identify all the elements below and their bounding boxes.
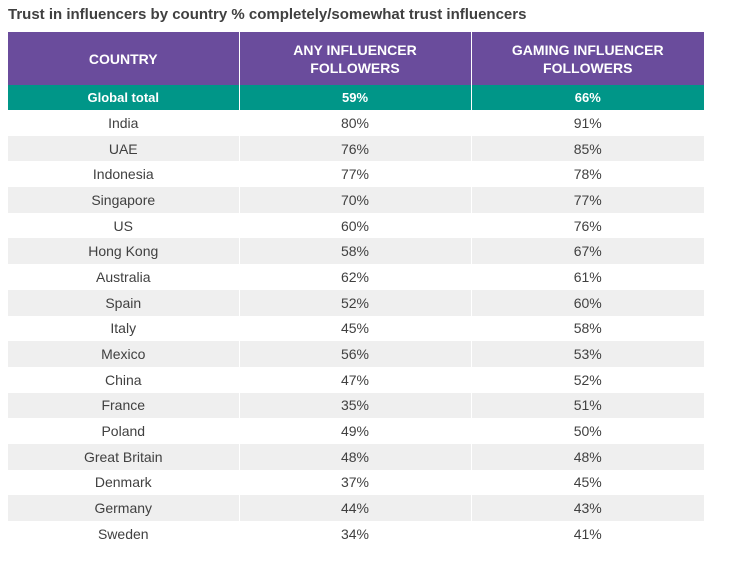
gaming-influencer-cell: 50% — [470, 418, 704, 444]
gaming-influencer-cell: 58% — [470, 315, 704, 342]
country-cell: Singapore — [8, 187, 239, 213]
gaming-influencer-cell: 78% — [470, 161, 704, 188]
any-influencer-cell: 49% — [238, 418, 471, 444]
table-row: Spain 52% 60% — [8, 289, 704, 316]
country-cell: Germany — [8, 495, 239, 521]
gaming-influencer-cell: 53% — [470, 341, 704, 367]
chart-title: Trust in influencers by country % comple… — [8, 6, 527, 23]
table-row: France 35% 51% — [8, 392, 704, 419]
table-row: UAE 76% 85% — [8, 135, 704, 162]
any-influencer-cell: 58% — [238, 238, 471, 265]
any-influencer-cell: 44% — [238, 495, 471, 521]
country-cell: UAE — [8, 135, 239, 162]
trust-table: COUNTRY ANY INFLUENCER FOLLOWERS GAMING … — [8, 32, 704, 547]
column-header-gaming-influencer: GAMING INFLUENCER FOLLOWERS — [470, 32, 704, 85]
country-cell: Italy — [8, 315, 239, 342]
country-cell: Spain — [8, 289, 239, 316]
table-row: Australia 62% 61% — [8, 264, 704, 290]
country-cell: Denmark — [8, 469, 239, 496]
any-influencer-cell: 47% — [238, 366, 471, 393]
country-cell: Mexico — [8, 341, 239, 367]
gaming-influencer-cell: 91% — [470, 110, 704, 136]
table-row: Italy 45% 58% — [8, 315, 704, 342]
any-influencer-cell: 48% — [238, 443, 471, 470]
gaming-influencer-cell: 85% — [470, 135, 704, 162]
country-cell: US — [8, 212, 239, 239]
table-row: Poland 49% 50% — [8, 418, 704, 444]
table-row: Sweden 34% 41% — [8, 521, 704, 547]
column-header-any-influencer: ANY INFLUENCER FOLLOWERS — [238, 32, 471, 85]
gaming-influencer-cell: 41% — [470, 521, 704, 547]
country-cell: India — [8, 110, 239, 136]
table-row: Mexico 56% 53% — [8, 341, 704, 367]
table-row: India 80% 91% — [8, 110, 704, 136]
total-gaming-influencer: 66% — [470, 85, 704, 110]
any-influencer-cell: 52% — [238, 289, 471, 316]
global-total-row: Global total 59% 66% — [8, 85, 704, 110]
any-influencer-cell: 77% — [238, 161, 471, 188]
country-cell: Indonesia — [8, 161, 239, 188]
table-row: Indonesia 77% 78% — [8, 161, 704, 188]
gaming-influencer-cell: 76% — [470, 212, 704, 239]
country-cell: Hong Kong — [8, 238, 239, 265]
any-influencer-cell: 70% — [238, 187, 471, 213]
country-cell: Australia — [8, 264, 239, 290]
total-any-influencer: 59% — [238, 85, 471, 110]
table-header: COUNTRY ANY INFLUENCER FOLLOWERS GAMING … — [8, 32, 704, 85]
gaming-influencer-cell: 45% — [470, 469, 704, 496]
any-influencer-cell: 35% — [238, 392, 471, 419]
total-label: Global total — [8, 85, 239, 110]
table-row: China 47% 52% — [8, 366, 704, 393]
any-influencer-cell: 60% — [238, 212, 471, 239]
gaming-influencer-cell: 52% — [470, 366, 704, 393]
country-cell: Sweden — [8, 521, 239, 547]
any-influencer-cell: 34% — [238, 521, 471, 547]
table-row: Singapore 70% 77% — [8, 187, 704, 213]
gaming-influencer-cell: 61% — [470, 264, 704, 290]
gaming-influencer-cell: 51% — [470, 392, 704, 419]
table-row: Denmark 37% 45% — [8, 469, 704, 496]
table-body: Global total 59% 66% India 80% 91% UAE 76% 85… — [8, 85, 704, 547]
gaming-influencer-cell: 77% — [470, 187, 704, 213]
any-influencer-cell: 80% — [238, 110, 471, 136]
country-cell: France — [8, 392, 239, 419]
gaming-influencer-cell: 43% — [470, 495, 704, 521]
any-influencer-cell: 45% — [238, 315, 471, 342]
table-row: US 60% 76% — [8, 212, 704, 239]
table-row: Germany 44% 43% — [8, 495, 704, 521]
any-influencer-cell: 62% — [238, 264, 471, 290]
any-influencer-cell: 56% — [238, 341, 471, 367]
gaming-influencer-cell: 48% — [470, 443, 704, 470]
any-influencer-cell: 37% — [238, 469, 471, 496]
header-row: COUNTRY ANY INFLUENCER FOLLOWERS GAMING … — [8, 32, 704, 85]
country-cell: Poland — [8, 418, 239, 444]
table-row: Hong Kong 58% 67% — [8, 238, 704, 265]
table-row: Great Britain 48% 48% — [8, 443, 704, 470]
country-cell: Great Britain — [8, 443, 239, 470]
country-cell: China — [8, 366, 239, 393]
column-header-country: COUNTRY — [8, 32, 239, 85]
any-influencer-cell: 76% — [238, 135, 471, 162]
gaming-influencer-cell: 67% — [470, 238, 704, 265]
gaming-influencer-cell: 60% — [470, 289, 704, 316]
